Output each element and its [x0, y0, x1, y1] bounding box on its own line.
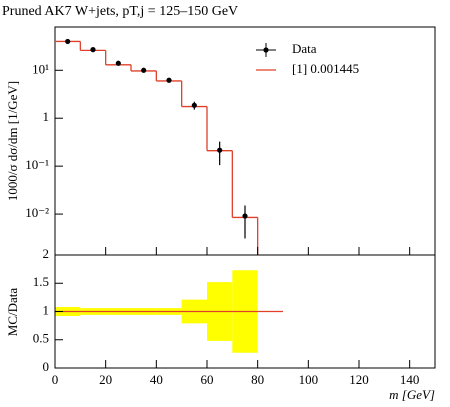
data-point [166, 77, 172, 83]
data-point [115, 60, 121, 66]
y-tick-label: 1.5 [33, 274, 49, 289]
x-tick-label: 0 [52, 372, 59, 387]
y-axis-label: 1000/σ dσ/dm [1/GeV] [5, 81, 20, 201]
y-tick-label: 2 [43, 246, 50, 261]
data-point [141, 67, 147, 73]
y-tick-label: 10⁻² [25, 205, 49, 220]
data-point [242, 213, 248, 219]
data-point [217, 147, 223, 153]
x-axis-label: m [GeV] [389, 387, 435, 402]
x-tick-label: 140 [400, 372, 420, 387]
legend-data-marker [263, 47, 269, 53]
y-tick-label: 1 [43, 302, 50, 317]
x-tick-label: 120 [349, 372, 369, 387]
y-tick-label: 10¹ [32, 61, 49, 76]
chart-title: Pruned AK7 W+jets, pT,j = 125–150 GeV [2, 4, 238, 19]
x-tick-label: 20 [99, 372, 112, 387]
data-point [65, 38, 71, 45]
data-point [191, 102, 197, 108]
x-tick-label: 100 [299, 372, 319, 387]
x-tick-label: 80 [251, 372, 264, 387]
data-point [90, 47, 96, 53]
y-tick-label: 0.5 [33, 331, 49, 346]
ratio-y-axis-label: MC/Data [5, 288, 20, 337]
y-tick-label: 1 [43, 109, 50, 124]
x-tick-label: 40 [150, 372, 163, 387]
legend-label: Data [292, 41, 317, 56]
legend-label: [1] 0.001445 [292, 61, 359, 76]
y-tick-label: 10⁻¹ [25, 157, 49, 172]
y-tick-label: 0 [43, 359, 50, 374]
x-tick-label: 60 [201, 372, 214, 387]
